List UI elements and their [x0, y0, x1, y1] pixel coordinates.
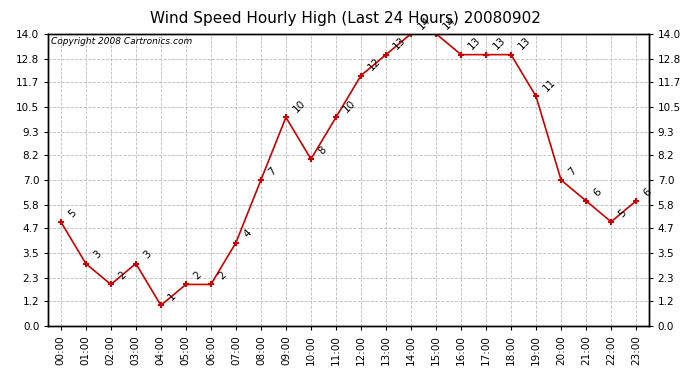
Text: 11: 11 [542, 77, 558, 94]
Text: 14: 14 [442, 15, 458, 31]
Text: 13: 13 [517, 35, 533, 52]
Text: 3: 3 [141, 249, 153, 261]
Text: 6: 6 [642, 186, 653, 198]
Text: 4: 4 [241, 228, 253, 240]
Text: 14: 14 [417, 15, 433, 31]
Text: 5: 5 [617, 207, 629, 219]
Text: Wind Speed Hourly High (Last 24 Hours) 20080902: Wind Speed Hourly High (Last 24 Hours) 2… [150, 11, 540, 26]
Text: 1: 1 [166, 291, 178, 303]
Text: 7: 7 [266, 165, 278, 177]
Text: 2: 2 [217, 270, 228, 282]
Text: 2: 2 [117, 270, 128, 282]
Text: 2: 2 [191, 270, 203, 282]
Text: 8: 8 [317, 145, 328, 156]
Text: 13: 13 [466, 35, 483, 52]
Text: 7: 7 [566, 165, 578, 177]
Text: 6: 6 [591, 186, 603, 198]
Text: Copyright 2008 Cartronics.com: Copyright 2008 Cartronics.com [51, 37, 193, 46]
Text: 13: 13 [391, 35, 408, 52]
Text: 13: 13 [491, 35, 508, 52]
Text: 12: 12 [366, 56, 383, 73]
Text: 10: 10 [342, 98, 358, 114]
Text: 3: 3 [91, 249, 103, 261]
Text: 10: 10 [291, 98, 308, 114]
Text: 5: 5 [66, 207, 78, 219]
